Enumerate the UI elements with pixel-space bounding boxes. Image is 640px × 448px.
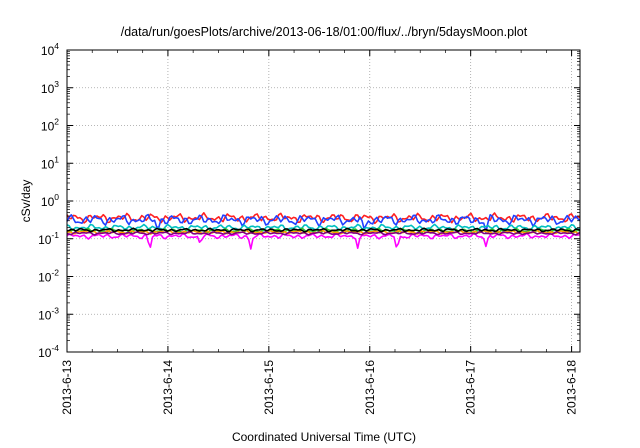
x-axis: 2013-6-13 2013-6-14 2013-6-15 2013-6-16 2013… bbox=[60, 50, 579, 415]
y-axis-label: cSv/day bbox=[19, 180, 33, 223]
series-line bbox=[66, 230, 581, 236]
series-line bbox=[66, 227, 581, 233]
x-tick-label: 2013-6-18 bbox=[565, 360, 579, 415]
y-tick-label: 102 bbox=[41, 117, 59, 134]
y-tick-label: 100 bbox=[41, 192, 59, 209]
series-line bbox=[66, 232, 581, 250]
y-tick-label: 10-2 bbox=[38, 268, 59, 285]
x-tick-label: 2013-6-16 bbox=[363, 360, 377, 415]
x-tick-label: 2013-6-17 bbox=[464, 360, 478, 415]
y-tick-label: 10-1 bbox=[38, 230, 59, 247]
grid bbox=[67, 50, 580, 352]
series-line bbox=[66, 213, 581, 234]
x-axis-label: Coordinated Universal Time (UTC) bbox=[232, 430, 416, 444]
y-tick-label: 10-3 bbox=[38, 305, 59, 322]
x-tick-label: 2013-6-15 bbox=[262, 360, 276, 415]
y-tick-label: 104 bbox=[41, 41, 59, 58]
y-axis: 104 103 102 101 100 10-1 10-2 10-3 10-4 bbox=[38, 41, 580, 360]
chart-title: /data/run/goesPlots/archive/2013-06-18/0… bbox=[121, 25, 528, 39]
y-tick-label: 101 bbox=[41, 154, 59, 171]
x-tick-label: 2013-6-13 bbox=[60, 360, 74, 415]
y-tick-label: 10-4 bbox=[38, 343, 59, 360]
series-group bbox=[66, 212, 581, 250]
y-tick-label: 103 bbox=[41, 79, 59, 96]
plot-frame bbox=[66, 49, 581, 353]
series-line bbox=[66, 212, 581, 225]
x-tick-label: 2013-6-14 bbox=[161, 360, 175, 415]
